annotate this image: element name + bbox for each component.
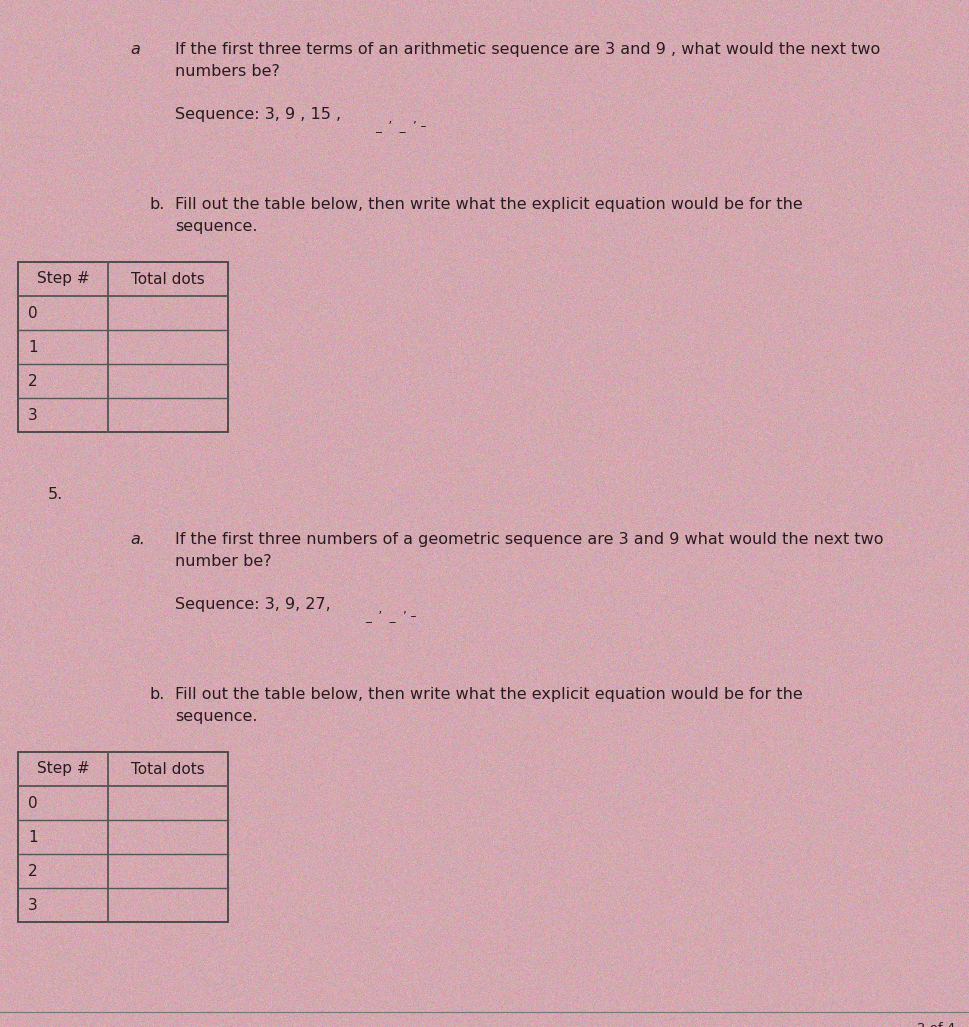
Text: 1: 1 <box>28 340 38 354</box>
Text: If the first three terms of an arithmetic sequence are 3 and 9 , what would the : If the first three terms of an arithmeti… <box>174 42 879 58</box>
Text: Total dots: Total dots <box>131 761 204 776</box>
Text: _  ’  _  ’ –: _ ’ _ ’ – <box>364 609 416 622</box>
Text: 3: 3 <box>28 408 38 422</box>
Text: If the first three numbers of a geometric sequence are 3 and 9 what would the ne: If the first three numbers of a geometri… <box>174 532 883 547</box>
Text: Step #: Step # <box>37 271 89 287</box>
Text: _  ’  _  ’ –: _ ’ _ ’ – <box>375 119 426 132</box>
Text: number be?: number be? <box>174 554 271 569</box>
Text: Sequence: 3, 9 , 15 ,: Sequence: 3, 9 , 15 , <box>174 107 341 122</box>
Text: Fill out the table below, then write what the explicit equation would be for the: Fill out the table below, then write wha… <box>174 197 802 212</box>
Text: a.: a. <box>130 532 144 547</box>
Text: Step #: Step # <box>37 761 89 776</box>
Text: 2: 2 <box>28 374 38 388</box>
Text: 0: 0 <box>28 796 38 810</box>
Text: sequence.: sequence. <box>174 219 257 234</box>
Text: 2: 2 <box>28 864 38 878</box>
Text: sequence.: sequence. <box>174 709 257 724</box>
Text: a: a <box>130 42 140 58</box>
Bar <box>18 262 228 432</box>
Text: Total dots: Total dots <box>131 271 204 287</box>
Text: numbers be?: numbers be? <box>174 64 280 79</box>
Text: Fill out the table below, then write what the explicit equation would be for the: Fill out the table below, then write wha… <box>174 687 802 702</box>
Text: 2 of 4: 2 of 4 <box>916 1022 954 1027</box>
Bar <box>18 752 228 922</box>
Text: 3: 3 <box>28 898 38 913</box>
Text: b.: b. <box>150 687 165 702</box>
Text: Sequence: 3, 9, 27,: Sequence: 3, 9, 27, <box>174 597 330 612</box>
Text: b.: b. <box>150 197 165 212</box>
Text: 0: 0 <box>28 305 38 320</box>
Text: 1: 1 <box>28 830 38 844</box>
Text: 5.: 5. <box>47 487 63 502</box>
